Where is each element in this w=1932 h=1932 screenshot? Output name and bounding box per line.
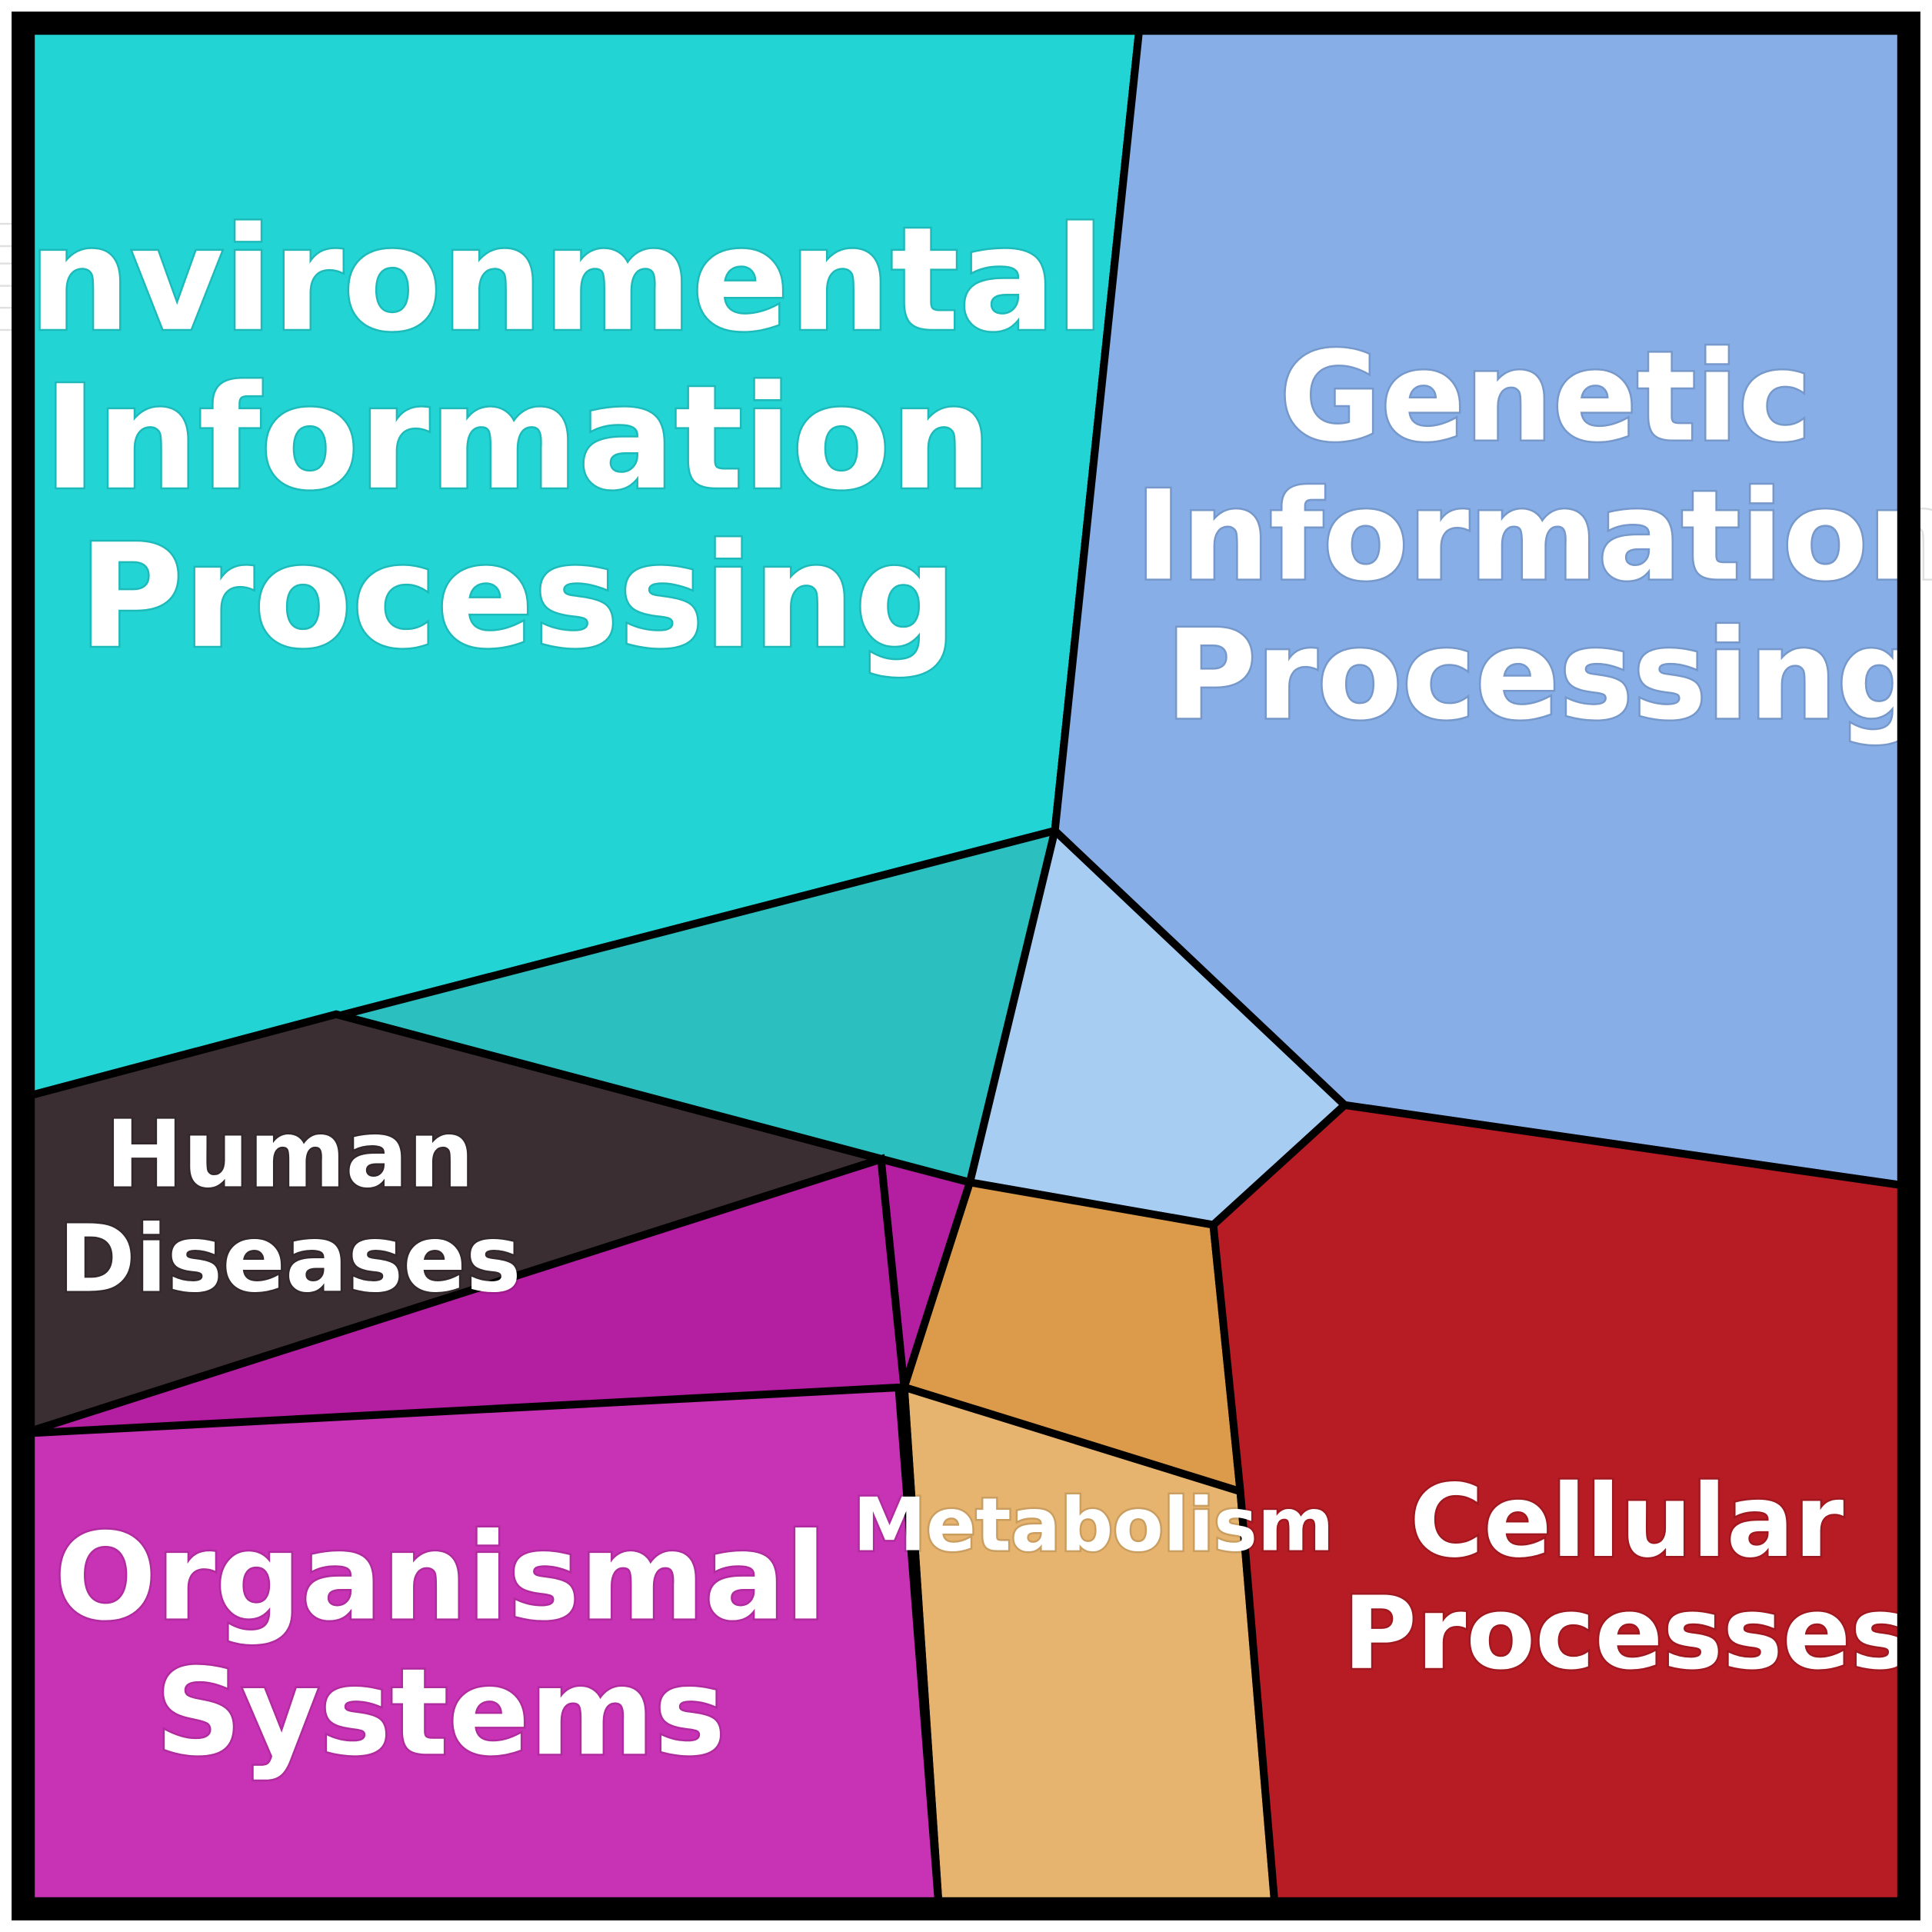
hum-label: HumanDiseases — [58, 1101, 521, 1314]
voronoi-treemap: EnvironmentalInformationProcessingGeneti… — [0, 0, 1932, 1932]
met-label: Metabolism — [853, 1482, 1334, 1568]
env-label: EnvironmentalInformationProcessing — [0, 196, 1104, 680]
org-label: OrganismalSystems — [55, 1507, 826, 1783]
cel-label: CellularProcesses — [1343, 1463, 1910, 1692]
